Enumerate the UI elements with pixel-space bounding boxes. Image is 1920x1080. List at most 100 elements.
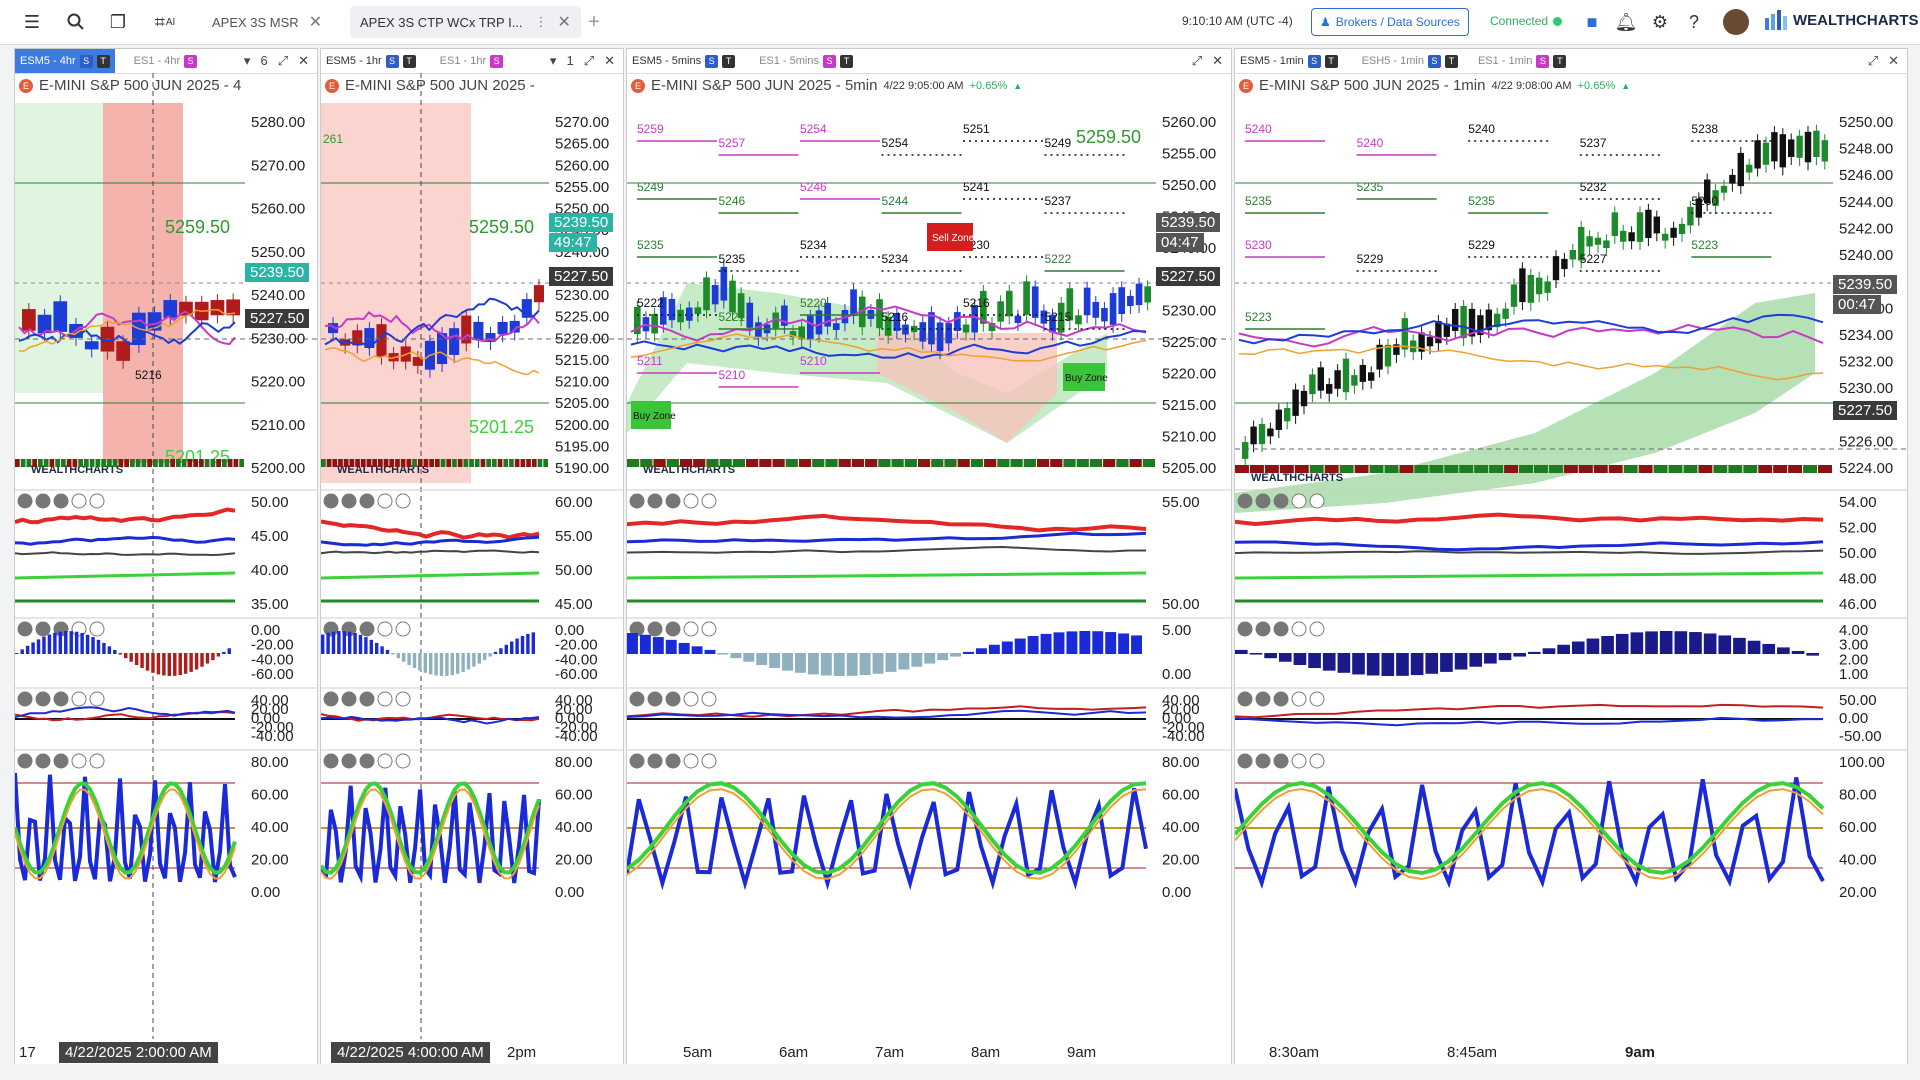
collapse-icon[interactable] [647,621,663,637]
visibility-icon[interactable] [89,691,105,707]
search-icon[interactable] [62,8,90,36]
move-up-icon[interactable] [53,691,69,707]
gear-icon[interactable]: ⚙ [1651,11,1669,32]
tab-apex-msr[interactable]: APEX 3S MSR ✕ [202,6,332,38]
add-icon[interactable] [377,753,393,769]
visibility-icon[interactable] [701,621,717,637]
expand-icon[interactable]: ⤢ [583,53,595,68]
t-badge-icon[interactable]: T [1324,54,1338,68]
s-badge-icon[interactable]: S [705,54,719,68]
collapse-icon[interactable] [341,753,357,769]
chart-canvas[interactable]: 5260.005255.005250.005245.005240.005235.… [627,73,1231,1063]
collapse-icon[interactable] [647,493,663,509]
visibility-icon[interactable] [1309,621,1325,637]
settings-icon[interactable] [1237,691,1253,707]
settings-icon[interactable] [17,621,33,637]
avatar[interactable] [1723,9,1749,35]
close-icon[interactable]: ✕ [557,14,571,31]
symbol-tab-primary[interactable]: ESM5 - 4hr S T [15,49,115,73]
expand-icon[interactable]: ⤢ [1867,53,1879,68]
collapse-icon[interactable] [341,493,357,509]
t-badge-icon[interactable]: T [402,54,416,68]
settings-icon[interactable] [629,691,645,707]
add-icon[interactable] [1291,691,1307,707]
s-badge-icon[interactable]: S [823,54,836,68]
s-badge-icon[interactable]: S [1307,54,1321,68]
symbol-tab-primary[interactable]: ESM5 - 5mins S T [627,49,741,73]
add-icon[interactable] [71,691,87,707]
save-icon[interactable]: ■ [1586,11,1598,32]
visibility-icon[interactable] [395,753,411,769]
visibility-icon[interactable] [395,691,411,707]
visibility-icon[interactable] [395,493,411,509]
move-up-icon[interactable] [665,621,681,637]
add-icon[interactable] [1291,493,1307,509]
layouts-icon[interactable]: ❐ [109,11,127,32]
move-up-icon[interactable] [359,753,375,769]
crosshair-price-tag[interactable]: 5227.50 [245,309,310,328]
settings-icon[interactable] [1237,493,1253,509]
close-icon[interactable]: ✕ [298,53,309,68]
s-badge-icon[interactable]: S [1536,54,1550,68]
close-icon[interactable]: ✕ [1212,53,1223,68]
settings-icon[interactable] [1237,621,1253,637]
symbol-tab-primary[interactable]: ESM5 - 1hr S T [321,49,421,73]
visibility-icon[interactable] [1309,691,1325,707]
add-icon[interactable] [1291,621,1307,637]
add-icon[interactable] [683,691,699,707]
visibility-icon[interactable] [89,493,105,509]
symbol-tab-secondary[interactable]: ES1 - 1hr S [435,49,508,73]
settings-icon[interactable] [1237,753,1253,769]
t-badge-icon[interactable]: T [96,54,110,68]
collapse-icon[interactable] [647,753,663,769]
collapse-icon[interactable] [341,691,357,707]
add-icon[interactable] [377,493,393,509]
move-up-icon[interactable] [1273,493,1289,509]
visibility-icon[interactable] [395,621,411,637]
settings-icon[interactable] [17,493,33,509]
crosshair-price-tag[interactable]: 5227.50 [1833,401,1898,420]
bell-icon[interactable]: 🔔︎ [1614,11,1638,32]
add-tab-icon[interactable]: + [588,10,600,33]
collapse-icon[interactable] [647,691,663,707]
symbol-tab-secondary[interactable]: ES1 - 4hr S [129,49,202,73]
settings-icon[interactable] [17,691,33,707]
settings-icon[interactable] [323,691,339,707]
visibility-icon[interactable] [89,753,105,769]
add-icon[interactable] [377,691,393,707]
move-up-icon[interactable] [359,621,375,637]
t-badge-icon[interactable]: T [840,54,853,68]
collapse-icon[interactable] [1255,493,1271,509]
visibility-icon[interactable] [89,621,105,637]
s-badge-icon[interactable]: S [490,54,504,68]
move-up-icon[interactable] [359,691,375,707]
close-icon[interactable]: ✕ [308,14,323,31]
chart-canvas[interactable]: 5280.00 5270.00 5260.00 5250.00 5240.00 5230.… [15,73,317,1063]
collapse-icon[interactable] [35,753,51,769]
collapse-icon[interactable] [35,493,51,509]
collapse-icon[interactable] [1255,691,1271,707]
settings-icon[interactable] [323,493,339,509]
move-up-icon[interactable] [53,753,69,769]
help-icon[interactable]: ? [1688,11,1699,32]
t-badge-icon[interactable]: T [722,54,736,68]
move-up-icon[interactable] [665,691,681,707]
s-badge-icon[interactable]: S [79,54,93,68]
symbol-tab-primary[interactable]: ESM5 - 1min S T [1235,49,1343,73]
crosshair-price-tag[interactable]: 5227.50 [1156,267,1221,286]
expand-icon[interactable]: ⤢ [1191,53,1203,68]
hamburger-menu-icon[interactable]: ☰ [23,11,41,32]
chevron-down-icon[interactable]: ▾ [549,53,557,68]
visibility-icon[interactable] [701,691,717,707]
expand-icon[interactable]: ⤢ [277,53,289,68]
settings-icon[interactable] [629,493,645,509]
chart-canvas[interactable]: 5250.00 5248.00 5246.00 5244.00 5242.00 5240.… [1235,73,1907,1063]
collapse-icon[interactable] [35,621,51,637]
settings-icon[interactable] [17,753,33,769]
chevron-down-icon[interactable]: ▾ [243,53,251,68]
add-icon[interactable] [377,621,393,637]
move-up-icon[interactable] [1273,753,1289,769]
s-badge-icon[interactable]: S [385,54,399,68]
visibility-icon[interactable] [701,493,717,509]
add-icon[interactable] [683,493,699,509]
